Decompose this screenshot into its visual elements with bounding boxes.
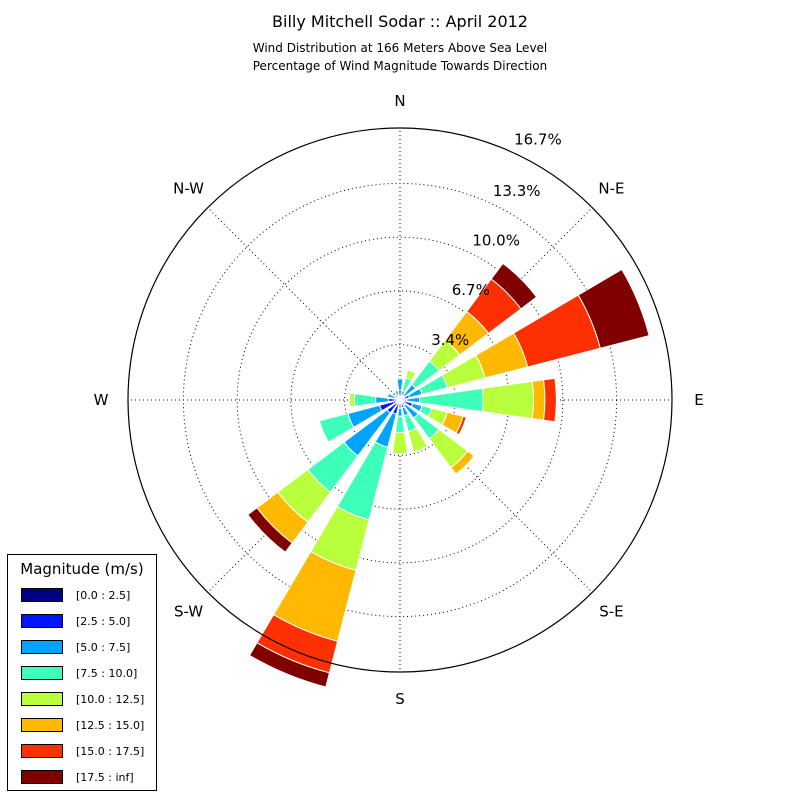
radial-tick-label: 3.4% xyxy=(431,331,469,349)
angular-grid-line xyxy=(207,207,401,401)
wedge-90deg-bin-5 xyxy=(531,379,546,421)
wedge-225deg-bin-7 xyxy=(247,507,293,553)
wedge-22.5deg-bin-4 xyxy=(405,369,417,382)
direction-label-s-e: S-E xyxy=(599,602,623,620)
radial-tick-label: 6.7% xyxy=(452,281,490,299)
wedge-0deg-bin-2 xyxy=(396,378,404,391)
angular-grid-line xyxy=(399,399,593,593)
wedge-315deg-bin-2 xyxy=(391,391,397,397)
legend-swatch xyxy=(21,744,63,758)
wedge-180deg-bin-4 xyxy=(391,431,409,455)
wedge-180deg-bin-3 xyxy=(394,415,406,434)
polar-frame xyxy=(127,127,673,673)
wedge-292.5deg-bin-2 xyxy=(386,392,397,400)
chart-subtitle-line-2: Percentage of Wind Magnitude Towards Dir… xyxy=(252,59,548,73)
wedge-67.5deg-bin-7 xyxy=(577,268,650,349)
wedge-270deg-bin-2 xyxy=(375,396,390,404)
legend-label: [10.0 : 12.5] xyxy=(76,693,145,706)
direction-label-n-w: N-W xyxy=(173,180,204,198)
direction-label-s-w: S-W xyxy=(174,602,203,620)
wedge-202.5deg-bin-7 xyxy=(248,642,331,688)
direction-label-w: W xyxy=(94,391,109,409)
wedge-90deg-bin-4 xyxy=(481,380,535,420)
wedge-270deg-bin-4 xyxy=(349,392,356,408)
legend-swatch xyxy=(21,640,63,654)
legend-swatch xyxy=(21,770,63,784)
legend-label: [2.5 : 5.0] xyxy=(76,615,131,628)
legend-label: [7.5 : 10.0] xyxy=(76,667,138,680)
radial-grid-circle xyxy=(236,236,564,564)
legend-label: [0.0 : 2.5] xyxy=(76,589,131,602)
wedge-135deg-bin-5 xyxy=(450,450,475,475)
legend-swatch xyxy=(21,666,63,680)
wedge-157.5deg-bin-4 xyxy=(407,427,428,453)
chart-subtitle-line-1: Wind Distribution at 166 Meters Above Se… xyxy=(252,41,548,55)
chart-title: Billy Mitchell Sodar :: April 2012 xyxy=(272,12,528,31)
direction-label-n: N xyxy=(394,92,405,110)
legend-swatch xyxy=(21,718,63,732)
radial-tick-label: 13.3% xyxy=(493,182,541,200)
wedge-247.5deg-bin-3 xyxy=(318,412,355,443)
wedge-180deg-bin-2 xyxy=(397,407,403,417)
wedge-270deg-bin-3 xyxy=(353,393,377,407)
wedge-337.5deg-bin-2 xyxy=(394,389,400,397)
wedge-90deg-bin-6 xyxy=(542,377,557,423)
wedge-112.5deg-bin-6 xyxy=(455,415,467,436)
direction-label-e: E xyxy=(694,391,703,409)
legend-label: [12.5 : 15.0] xyxy=(76,719,145,732)
direction-label-n-e: N-E xyxy=(598,180,624,198)
direction-label-s: S xyxy=(395,690,405,708)
legend-label: [15.0 : 17.5] xyxy=(76,745,145,758)
wedge-45deg-bin-7 xyxy=(490,262,538,310)
wedge-0deg-bin-3 xyxy=(396,376,404,380)
legend-title: Magnitude (m/s) xyxy=(20,560,144,578)
legend-swatch xyxy=(21,614,63,628)
legend: Magnitude (m/s) [0.0 : 2.5] [2.5 : 5.0] [5… xyxy=(7,554,157,791)
legend-label: [17.5 : inf] xyxy=(76,771,134,784)
legend-swatch xyxy=(21,588,63,602)
legend-swatch xyxy=(21,692,63,706)
radial-tick-label: 10.0% xyxy=(472,232,520,250)
legend-label: [5.0 : 7.5] xyxy=(76,641,131,654)
radial-tick-label: 16.7% xyxy=(514,131,562,149)
